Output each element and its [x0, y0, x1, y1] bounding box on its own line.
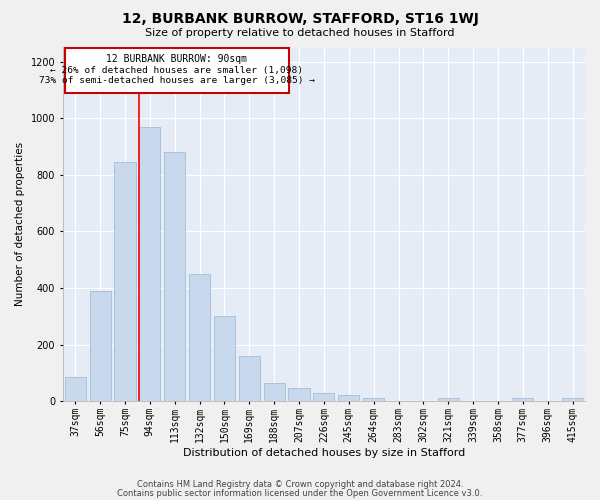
Text: Contains public sector information licensed under the Open Government Licence v3: Contains public sector information licen… [118, 488, 482, 498]
Bar [89, 291, 110, 401]
X-axis label: Distribution of detached houses by size in Stafford: Distribution of detached houses by size … [183, 448, 465, 458]
Text: Contains HM Land Registry data © Crown copyright and database right 2024.: Contains HM Land Registry data © Crown c… [137, 480, 463, 489]
Bar [289, 388, 310, 401]
Bar [562, 398, 583, 401]
Bar [65, 377, 86, 401]
Bar [164, 152, 185, 401]
Text: 12, BURBANK BURROW, STAFFORD, ST16 1WJ: 12, BURBANK BURROW, STAFFORD, ST16 1WJ [122, 12, 478, 26]
Bar [214, 316, 235, 401]
Bar [338, 396, 359, 401]
Text: Size of property relative to detached houses in Stafford: Size of property relative to detached ho… [145, 28, 455, 38]
Text: ← 26% of detached houses are smaller (1,098): ← 26% of detached houses are smaller (1,… [50, 66, 304, 74]
Bar [437, 398, 459, 401]
Bar [65, 48, 289, 93]
Bar [239, 356, 260, 401]
Bar [115, 162, 136, 401]
Text: 12 BURBANK BURROW: 90sqm: 12 BURBANK BURROW: 90sqm [106, 54, 247, 64]
Bar [263, 382, 285, 401]
Bar [363, 398, 384, 401]
Bar [313, 392, 334, 401]
Bar [139, 126, 160, 401]
Y-axis label: Number of detached properties: Number of detached properties [15, 142, 25, 306]
Bar [189, 274, 210, 401]
Text: 73% of semi-detached houses are larger (3,085) →: 73% of semi-detached houses are larger (… [39, 76, 315, 86]
Bar [512, 398, 533, 401]
